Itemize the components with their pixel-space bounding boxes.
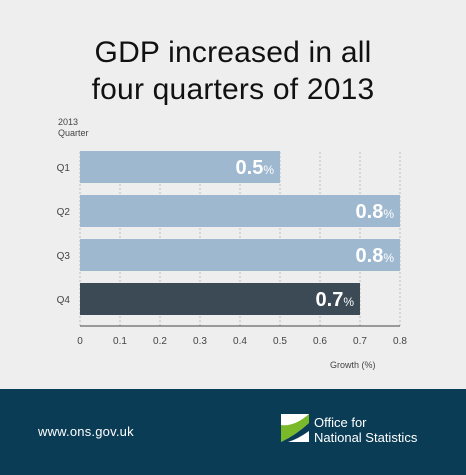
category-label: Q2 — [57, 207, 71, 218]
x-tick-label: 0.1 — [113, 336, 127, 347]
footer: www.ons.gov.uk Office for National Stati… — [0, 389, 466, 475]
category-label: Q3 — [57, 251, 71, 262]
ons-logo-icon — [281, 414, 309, 442]
bar — [80, 151, 280, 183]
website-link[interactable]: www.ons.gov.uk — [38, 424, 134, 439]
data-label: 0.8% — [356, 201, 395, 223]
bar — [80, 239, 400, 271]
bar-chart: 0 0.1 0.2 0.3 0.4 0.5 0.6 0.7 0.8 Q1 0.5% Q2 0.8% Q3 0… — [57, 151, 407, 347]
x-tick-label: 0 — [77, 336, 83, 347]
chart-title: GDP increased in all four quarters of 20… — [91, 36, 375, 106]
data-label: 0.5% — [236, 157, 275, 179]
data-label: 0.8% — [356, 245, 395, 267]
x-tick-label: 0.3 — [193, 336, 207, 347]
bar — [80, 195, 400, 227]
y-axis-header: 2013 Quarter — [58, 117, 89, 138]
x-tick-label: 0.7 — [353, 336, 367, 347]
x-tick-label: 0.5 — [273, 336, 287, 347]
x-tick-label: 0.4 — [233, 336, 247, 347]
x-axis-label: Growth (%) — [330, 360, 376, 370]
category-label: Q1 — [57, 163, 71, 174]
organisation-name: Office for National Statistics — [314, 415, 418, 445]
x-tick-label: 0.8 — [393, 336, 407, 347]
x-tick-label: 0.6 — [313, 336, 327, 347]
x-tick-label: 0.2 — [153, 336, 167, 347]
data-label: 0.7% — [316, 289, 355, 311]
bar — [80, 283, 360, 315]
category-label: Q4 — [57, 295, 71, 306]
